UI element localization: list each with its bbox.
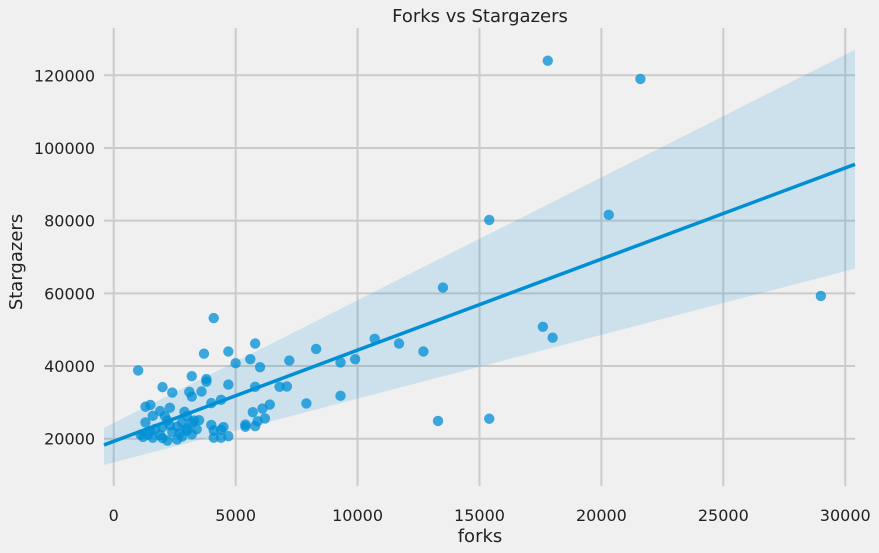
data-point-19 [249, 338, 261, 349]
y-tick-label-0: 20000 [44, 430, 95, 449]
data-point-5 [815, 290, 827, 302]
data-point-66 [215, 432, 227, 443]
x-axis-label: forks [458, 526, 503, 547]
data-point-59 [240, 421, 251, 432]
data-point-4 [437, 282, 449, 293]
data-point-46 [140, 417, 151, 428]
data-point-54 [264, 399, 276, 410]
x-tick-label-0: 0 [109, 506, 119, 525]
data-point-25 [284, 355, 295, 366]
x-tick-label-5: 25000 [698, 506, 749, 525]
data-point-17 [335, 390, 346, 402]
data-point-89 [167, 426, 178, 438]
data-point-37 [167, 387, 178, 398]
chart-title: Forks vs Stargazers [392, 6, 568, 27]
x-tick-label-6: 30000 [820, 506, 871, 525]
y-tick-label-1: 40000 [44, 357, 95, 376]
data-point-3 [603, 209, 614, 221]
data-point-13 [335, 357, 346, 368]
data-point-31 [201, 376, 212, 387]
data-point-7 [547, 332, 558, 343]
data-point-20 [223, 346, 234, 357]
data-point-24 [254, 361, 266, 373]
data-point-15 [484, 413, 495, 424]
data-point-88 [193, 415, 205, 426]
y-tick-label-3: 80000 [44, 212, 95, 231]
y-tick-label-4: 100000 [34, 139, 95, 158]
y-tick-label-5: 120000 [34, 66, 95, 85]
x-tick-label-4: 20000 [576, 506, 627, 525]
regression-line-layer [103, 162, 856, 447]
data-point-8 [208, 312, 219, 324]
x-tick-label-3: 15000 [454, 506, 505, 525]
data-point-12 [310, 343, 322, 355]
data-point-40 [140, 401, 151, 412]
data-point-52 [247, 407, 258, 418]
data-point-0 [542, 55, 553, 66]
data-point-23 [245, 353, 256, 365]
data-point-1 [635, 73, 646, 85]
data-point-82 [162, 435, 173, 446]
x-tick-label-2: 10000 [332, 506, 383, 525]
tick-labels-layer: 0 5000 10000 15000 20000 25000 30000 20000 40000… [34, 66, 871, 525]
x-tick-label-1: 5000 [215, 506, 256, 525]
data-point-10 [393, 338, 405, 349]
data-point-42 [164, 402, 176, 414]
y-tick-label-2: 60000 [44, 284, 95, 303]
data-point-58 [249, 420, 261, 432]
data-point-2 [484, 214, 495, 226]
data-point-18 [301, 398, 312, 409]
data-point-45 [147, 410, 158, 422]
data-point-65 [208, 432, 219, 443]
data-point-11 [418, 346, 429, 357]
data-point-6 [537, 321, 549, 332]
data-point-14 [349, 353, 361, 365]
data-point-27 [281, 381, 293, 392]
data-point-21 [198, 348, 210, 359]
data-point-32 [186, 371, 197, 382]
data-point-63 [218, 421, 229, 433]
y-axis-label: Stargazers [6, 214, 27, 310]
regression-line [103, 162, 856, 447]
data-point-16 [432, 415, 444, 427]
data-point-36 [157, 381, 168, 393]
data-point-22 [230, 357, 241, 369]
data-point-38 [132, 365, 144, 376]
data-point-33 [196, 386, 207, 397]
data-point-29 [223, 379, 234, 390]
data-point-26 [274, 381, 285, 392]
data-point-86 [181, 425, 193, 436]
data-point-35 [186, 391, 197, 402]
